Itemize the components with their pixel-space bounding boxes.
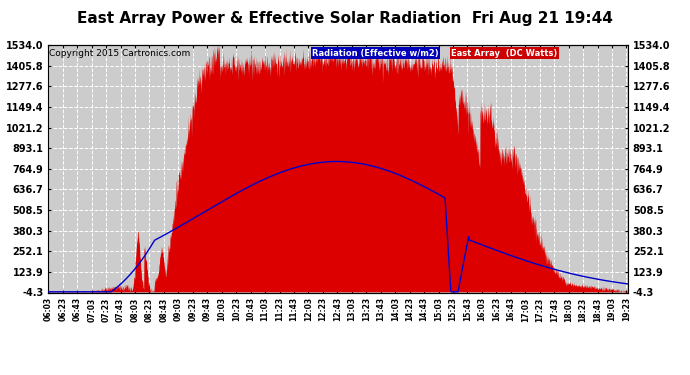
Text: Radiation (Effective w/m2): Radiation (Effective w/m2) — [312, 49, 439, 58]
Text: Copyright 2015 Cartronics.com: Copyright 2015 Cartronics.com — [49, 49, 190, 58]
Text: East Array  (DC Watts): East Array (DC Watts) — [451, 49, 558, 58]
Text: East Array Power & Effective Solar Radiation  Fri Aug 21 19:44: East Array Power & Effective Solar Radia… — [77, 11, 613, 26]
